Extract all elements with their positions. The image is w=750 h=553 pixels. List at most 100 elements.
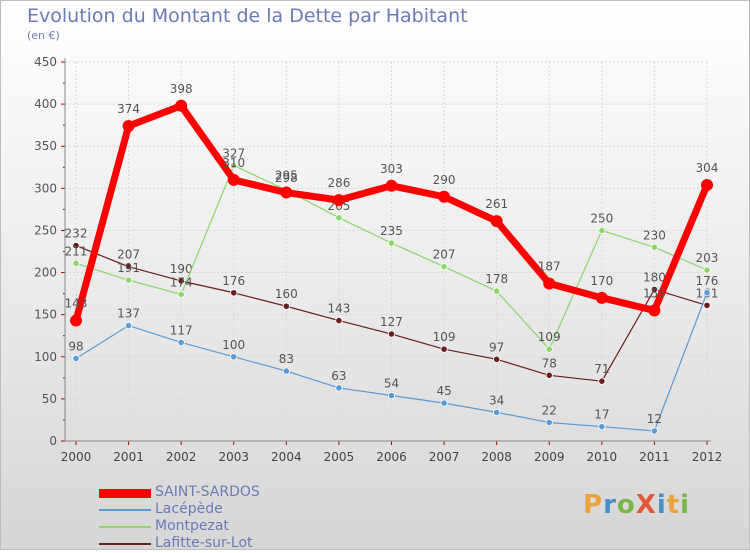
y-tick-label: 0 bbox=[49, 434, 57, 448]
legend-swatch bbox=[99, 509, 151, 511]
y-tick-label: 400 bbox=[34, 97, 57, 111]
data-label-montpezat: 207 bbox=[433, 248, 456, 262]
data-point-montpezat bbox=[124, 276, 133, 284]
data-label-saint-sardos: 187 bbox=[538, 260, 561, 274]
data-label-lac-p-de: 117 bbox=[170, 323, 193, 337]
data-point-montpezat bbox=[230, 161, 238, 170]
data-point-lafitte-sur-lot bbox=[124, 263, 133, 271]
data-label-montpezat: 203 bbox=[696, 251, 719, 265]
data-label-lac-p-de: 63 bbox=[331, 369, 346, 383]
data-point-montpezat bbox=[387, 239, 396, 247]
data-point-saint-sardos bbox=[122, 120, 135, 133]
data-label-lac-p-de: 45 bbox=[436, 384, 451, 398]
legend-label: SAINT-SARDOS bbox=[155, 484, 260, 500]
data-point-saint-sardos bbox=[175, 99, 188, 112]
y-tick-label: 100 bbox=[34, 350, 57, 364]
data-point-lafitte-sur-lot bbox=[598, 377, 606, 385]
data-label-lac-p-de: 17 bbox=[594, 408, 609, 422]
data-label-saint-sardos: 303 bbox=[380, 162, 403, 176]
data-point-saint-sardos bbox=[595, 291, 608, 304]
y-tick-label: 150 bbox=[34, 308, 57, 322]
data-point-montpezat bbox=[493, 287, 501, 295]
data-point-lac-p-de bbox=[545, 418, 553, 427]
logo-letter: r bbox=[603, 490, 617, 520]
data-label-lafitte-sur-lot: 207 bbox=[117, 248, 140, 262]
data-point-montpezat bbox=[440, 263, 448, 271]
x-tick-label: 2000 bbox=[61, 450, 92, 464]
data-label-lafitte-sur-lot: 97 bbox=[489, 340, 504, 354]
data-point-saint-sardos bbox=[700, 178, 713, 191]
data-point-montpezat bbox=[177, 290, 185, 299]
data-label-lac-p-de: 22 bbox=[542, 403, 557, 417]
x-tick-label: 2009 bbox=[534, 450, 565, 464]
y-tick-label: 50 bbox=[42, 392, 57, 406]
data-label-saint-sardos: 304 bbox=[696, 161, 719, 175]
data-label-lafitte-sur-lot: 180 bbox=[643, 270, 666, 284]
data-label-montpezat: 235 bbox=[380, 224, 403, 238]
y-tick-label: 200 bbox=[34, 266, 57, 280]
data-label-saint-sardos: 143 bbox=[65, 297, 88, 311]
logo-letter: i bbox=[656, 490, 667, 520]
data-point-lafitte-sur-lot bbox=[545, 371, 553, 379]
data-point-lac-p-de bbox=[282, 367, 290, 375]
data-label-lafitte-sur-lot: 127 bbox=[380, 315, 403, 329]
x-tick-label: 2003 bbox=[218, 450, 249, 464]
x-tick-label: 2011 bbox=[639, 450, 670, 464]
data-label-lafitte-sur-lot: 190 bbox=[170, 262, 193, 276]
data-label-lafitte-sur-lot: 176 bbox=[222, 274, 245, 288]
data-label-saint-sardos: 286 bbox=[327, 176, 350, 190]
data-label-saint-sardos: 398 bbox=[170, 82, 193, 96]
data-point-saint-sardos bbox=[490, 215, 503, 228]
x-tick-label: 2005 bbox=[324, 450, 355, 464]
data-label-saint-sardos: 261 bbox=[485, 197, 508, 211]
data-label-montpezat: 109 bbox=[538, 330, 561, 344]
data-label-saint-sardos: 295 bbox=[275, 169, 298, 183]
data-point-lafitte-sur-lot bbox=[387, 330, 396, 338]
data-point-lac-p-de bbox=[493, 408, 501, 416]
logo-letter: t bbox=[666, 490, 681, 520]
data-point-lac-p-de bbox=[230, 353, 238, 361]
logo-letter: o bbox=[616, 490, 636, 520]
logo-letter: i bbox=[680, 490, 691, 520]
data-label-saint-sardos: 310 bbox=[222, 156, 245, 170]
x-tick-label: 2004 bbox=[271, 450, 302, 464]
data-label-montpezat: 230 bbox=[643, 228, 666, 242]
data-label-lafitte-sur-lot: 143 bbox=[327, 302, 350, 316]
data-point-montpezat bbox=[335, 214, 343, 222]
legend-swatch bbox=[99, 526, 151, 528]
data-point-saint-sardos bbox=[227, 173, 240, 186]
data-label-saint-sardos: 290 bbox=[433, 173, 456, 187]
data-label-montpezat: 178 bbox=[485, 272, 508, 286]
data-point-saint-sardos bbox=[543, 277, 556, 290]
data-label-montpezat: 298 bbox=[275, 171, 298, 185]
data-label-lac-p-de: 137 bbox=[117, 307, 140, 321]
data-label-montpezat: 211 bbox=[65, 244, 88, 258]
data-point-lafitte-sur-lot bbox=[440, 345, 448, 353]
data-label-saint-sardos: 170 bbox=[590, 274, 613, 288]
data-label-lafitte-sur-lot: 232 bbox=[65, 227, 88, 241]
data-label-lafitte-sur-lot: 109 bbox=[433, 330, 456, 344]
data-label-montpezat: 250 bbox=[590, 211, 613, 225]
data-label-saint-sardos: 374 bbox=[117, 102, 140, 116]
data-label-lafitte-sur-lot: 71 bbox=[594, 362, 609, 376]
y-tick-label: 350 bbox=[34, 139, 57, 153]
y-tick-label: 300 bbox=[34, 181, 57, 195]
data-point-montpezat bbox=[650, 243, 659, 251]
data-point-lac-p-de bbox=[703, 289, 711, 297]
data-point-montpezat bbox=[72, 259, 80, 267]
data-label-montpezat: 191 bbox=[117, 261, 140, 275]
data-point-lafitte-sur-lot bbox=[177, 277, 185, 285]
data-point-lac-p-de bbox=[177, 338, 185, 347]
data-point-lafitte-sur-lot bbox=[230, 289, 238, 297]
data-label-lac-p-de: 98 bbox=[68, 339, 83, 353]
x-tick-label: 2002 bbox=[166, 450, 197, 464]
data-label-lac-p-de: 54 bbox=[384, 377, 399, 391]
data-label-montpezat: 174 bbox=[170, 275, 193, 289]
logo-letter: X bbox=[635, 490, 657, 520]
data-point-montpezat bbox=[598, 226, 606, 235]
data-point-lac-p-de bbox=[335, 384, 343, 392]
data-point-saint-sardos bbox=[385, 179, 398, 192]
data-point-lac-p-de bbox=[387, 391, 396, 400]
x-tick-label: 2001 bbox=[113, 450, 144, 464]
